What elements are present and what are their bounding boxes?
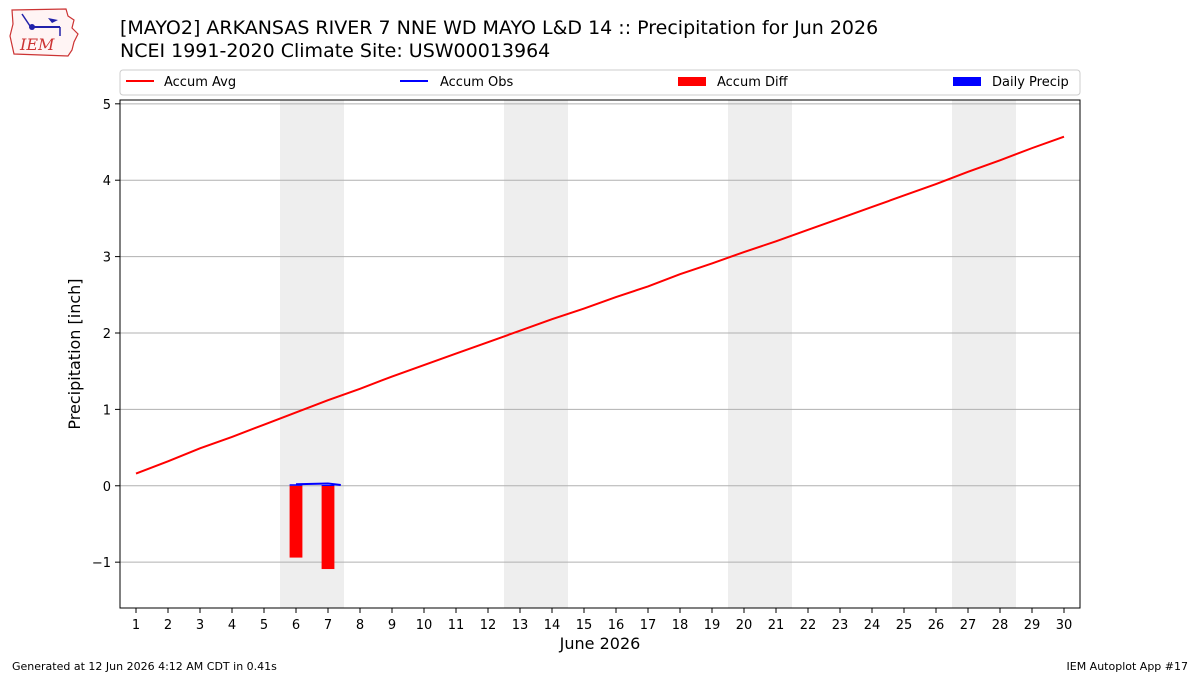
y-axis-label: Precipitation [inch] bbox=[65, 278, 84, 429]
x-tick-label: 8 bbox=[356, 618, 364, 633]
x-tick-label: 28 bbox=[992, 618, 1009, 633]
weekend-band bbox=[728, 100, 792, 608]
x-tick-label: 23 bbox=[832, 618, 849, 633]
x-tick-label: 26 bbox=[928, 618, 945, 633]
x-tick-label: 20 bbox=[736, 618, 753, 633]
y-tick-label: 4 bbox=[103, 174, 111, 189]
x-tick-label: 5 bbox=[260, 618, 268, 633]
legend-label-accum-avg: Accum Avg bbox=[164, 75, 236, 90]
x-tick-label: 22 bbox=[800, 618, 817, 633]
chart-subtitle: NCEI 1991-2020 Climate Site: USW00013964 bbox=[120, 40, 551, 62]
y-tick-label: −1 bbox=[92, 556, 111, 571]
x-tick-label: 3 bbox=[196, 618, 204, 633]
x-axis-label: June 2026 bbox=[559, 634, 641, 653]
legend-label-accum-obs: Accum Obs bbox=[440, 75, 513, 90]
x-tick-label: 19 bbox=[704, 618, 721, 633]
accum-obs-line bbox=[295, 482, 341, 487]
accum-diff-bar bbox=[289, 485, 303, 558]
x-tick-label: 29 bbox=[1024, 618, 1041, 633]
y-tick-label: 3 bbox=[103, 251, 111, 266]
gridlines bbox=[120, 103, 1080, 563]
x-tick-label: 17 bbox=[640, 618, 657, 633]
x-tick-label: 4 bbox=[228, 618, 236, 633]
daily-precip-bar bbox=[321, 485, 335, 487]
x-tick-label: 18 bbox=[672, 618, 689, 633]
accum-avg-line bbox=[135, 135, 1065, 475]
x-tick-label: 16 bbox=[608, 618, 625, 633]
iem-logo: IEM bbox=[8, 6, 80, 58]
x-tick-label: 12 bbox=[480, 618, 497, 633]
x-tick-label: 24 bbox=[864, 618, 881, 633]
x-tick-label: 21 bbox=[768, 618, 785, 633]
x-tick-label: 13 bbox=[512, 618, 529, 633]
daily-precip-bar bbox=[289, 484, 303, 486]
x-axis: 1 2 3 4 5 6 7 8 9 10 11 12 13 14 15 16 17 18 19 20 21 22 23 24 2… bbox=[132, 608, 1072, 633]
x-tick-label: 9 bbox=[388, 618, 396, 633]
x-tick-label: 14 bbox=[544, 618, 561, 633]
x-tick-label: 15 bbox=[576, 618, 593, 633]
app-credit: IEM Autoplot App #17 bbox=[1066, 660, 1189, 673]
logo-text: IEM bbox=[19, 35, 55, 54]
legend-box bbox=[119, 69, 1081, 96]
accum-diff-bar bbox=[321, 485, 335, 570]
legend-label-accum-diff: Accum Diff bbox=[717, 75, 789, 90]
legend-label-daily-precip: Daily Precip bbox=[992, 75, 1069, 90]
plot-frame bbox=[119, 99, 1081, 609]
x-tick-label: 7 bbox=[324, 618, 332, 633]
legend-swatch-accum-diff bbox=[678, 77, 706, 86]
weekend-shading bbox=[280, 100, 1016, 608]
x-tick-label: 11 bbox=[448, 618, 465, 633]
x-tick-label: 30 bbox=[1056, 618, 1073, 633]
x-tick-label: 10 bbox=[416, 618, 433, 633]
y-tick-label: 0 bbox=[103, 480, 111, 495]
weekend-band bbox=[504, 100, 568, 608]
x-tick-label: 2 bbox=[164, 618, 172, 633]
y-tick-label: 1 bbox=[103, 403, 111, 418]
chart-marks bbox=[135, 135, 1065, 570]
y-tick-label: 2 bbox=[103, 327, 111, 342]
x-tick-label: 1 bbox=[132, 618, 140, 633]
legend-swatch-daily-precip bbox=[953, 77, 981, 86]
chart-title: [MAYO2] ARKANSAS RIVER 7 NNE WD MAYO L&D… bbox=[120, 17, 879, 39]
x-tick-label: 6 bbox=[292, 618, 300, 633]
y-axis: −1 0 1 2 3 4 5 bbox=[92, 98, 120, 571]
legend: Accum Avg Accum Obs Accum Diff Daily Precip bbox=[119, 69, 1081, 96]
x-tick-label: 27 bbox=[960, 618, 977, 633]
weekend-band bbox=[952, 100, 1016, 608]
y-tick-label: 5 bbox=[103, 98, 111, 113]
generated-timestamp: Generated at 12 Jun 2026 4:12 AM CDT in … bbox=[12, 660, 277, 673]
x-tick-label: 25 bbox=[896, 618, 913, 633]
